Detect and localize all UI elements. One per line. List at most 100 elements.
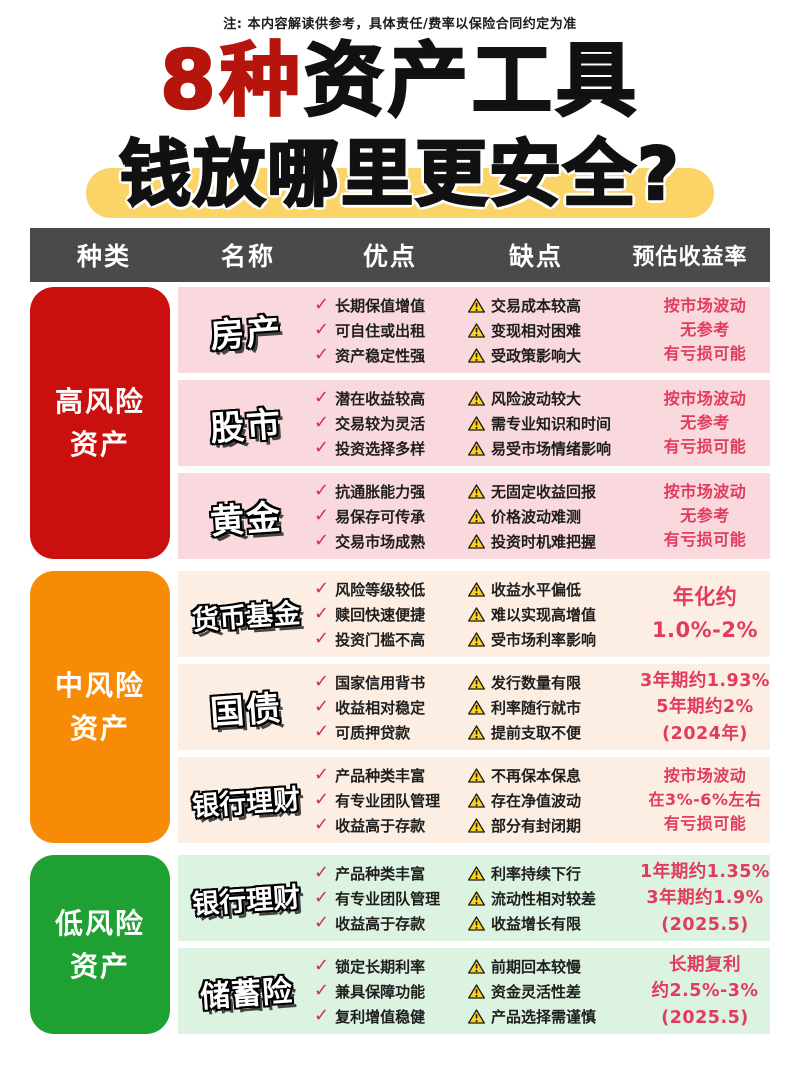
category-label-line1: 中风险: [54, 669, 145, 702]
pro-item: ✓ 资产稳定性强: [314, 344, 426, 366]
pro-item: ✓ 复利增值稳健: [314, 1005, 426, 1027]
check-icon: ✓: [314, 628, 330, 650]
pros-list: ✓ 风险等级较低 ✓ 赎回快速便捷 ✓ 投资门槛不高: [314, 579, 468, 650]
mid-risk-rows: 货币基金 ✓ 风险等级较低 ✓ 赎回快速便捷 ✓ 投资门槛不高 收益水平偏低 难以实现…: [178, 571, 770, 844]
pros-list: ✓ 国家信用背书 ✓ 收益相对稳定 ✓ 可质押贷款: [314, 672, 468, 743]
check-icon: ✓: [314, 887, 330, 909]
con-item: 资金灵活性差: [468, 981, 640, 1002]
cons-list: 交易成本较高 变现相对困难 受政策影响大: [468, 295, 640, 366]
check-icon: ✓: [314, 912, 330, 934]
con-item: 投资时机难把握: [468, 531, 640, 552]
cons-list: 不再保本保息 存在净值波动 部分有封闭期: [468, 765, 640, 836]
pro-item: ✓ 收益高于存款: [314, 814, 426, 836]
cons-list: 利率持续下行 流动性相对较差 收益增长有限: [468, 863, 640, 934]
warning-icon: [468, 793, 485, 808]
asset-name: 黄金: [208, 497, 284, 543]
section-low-risk: 低风险 资产 银行理财 ✓ 产品种类丰富 ✓ 有专业团队管理 ✓ 收益高于存款 利率持…: [30, 855, 770, 1035]
warning-icon: [468, 818, 485, 833]
con-item: 收益水平偏低: [468, 579, 640, 600]
asset-name: 房产: [208, 311, 284, 357]
pro-item: ✓ 有专业团队管理: [314, 887, 441, 909]
warning-icon: [468, 916, 485, 931]
section-mid-risk: 中风险 资产 货币基金 ✓ 风险等级较低 ✓ 赎回快速便捷 ✓ 投资门槛不高 收益水平…: [30, 571, 770, 844]
yield-cell: 长期复利 约2.5%-3% (2025.5): [651, 955, 759, 1028]
con-item: 存在净值波动: [468, 790, 640, 811]
row-gold: 黄金 ✓ 抗通胀能力强 ✓ 易保存可传承 ✓ 交易市场成熟 无固定收益回报 价格波动难…: [178, 473, 770, 560]
asset-name: 银行理财: [191, 784, 302, 823]
row-stock-market: 股市 ✓ 潜在收益较高 ✓ 交易较为灵活 ✓ 投资选择多样 风险波动较大 需专业知识和…: [178, 380, 770, 467]
asset-name: 国债: [208, 688, 284, 734]
pro-item: ✓ 易保存可传承: [314, 505, 426, 527]
pro-item: ✓ 交易市场成熟: [314, 530, 426, 552]
header-col-pros: 优点: [362, 242, 417, 272]
asset-name-cell: 储蓄险: [178, 969, 314, 1015]
category-label-line2: 资产: [69, 428, 130, 462]
warning-icon: [468, 509, 485, 524]
pros-list: ✓ 锁定长期利率 ✓ 兼具保障功能 ✓ 复利增值稳健: [314, 956, 468, 1027]
check-icon: ✓: [314, 1005, 330, 1027]
con-item: 无固定收益回报: [468, 481, 640, 502]
yield-cell: 年化约 1.0%-2%: [651, 584, 759, 643]
check-icon: ✓: [314, 530, 330, 552]
row-money-fund: 货币基金 ✓ 风险等级较低 ✓ 赎回快速便捷 ✓ 投资门槛不高 收益水平偏低 难以实现…: [178, 571, 770, 658]
check-icon: ✓: [314, 764, 330, 786]
asset-name: 货币基金: [191, 598, 302, 637]
pro-item: ✓ 可自住或出租: [314, 319, 426, 341]
pro-item: ✓ 锁定长期利率: [314, 955, 426, 977]
con-item: 受政策影响大: [468, 345, 640, 366]
warning-icon: [468, 607, 485, 622]
warning-icon: [468, 700, 485, 715]
category-label-line2: 资产: [69, 712, 130, 746]
header-col-category: 种类: [76, 242, 131, 272]
warning-icon: [468, 323, 485, 338]
check-icon: ✓: [314, 671, 330, 693]
pro-item: ✓ 潜在收益较高: [314, 387, 426, 409]
pro-item: ✓ 有专业团队管理: [314, 789, 441, 811]
pro-item: ✓ 可质押贷款: [314, 721, 411, 743]
con-item: 难以实现高增值: [468, 604, 640, 625]
warning-icon: [468, 416, 485, 431]
asset-name-cell: 银行理财: [178, 879, 314, 920]
pro-item: ✓ 交易较为灵活: [314, 412, 426, 434]
con-item: 流动性相对较差: [468, 888, 640, 909]
yield-cell: 3年期约1.93% 5年期约2% (2024年): [640, 671, 770, 744]
check-icon: ✓: [314, 480, 330, 502]
warning-icon: [468, 632, 485, 647]
con-item: 收益增长有限: [468, 913, 640, 934]
warning-icon: [468, 582, 485, 597]
cons-list: 风险波动较大 需专业知识和时间 易受市场情绪影响: [468, 388, 640, 459]
warning-icon: [468, 725, 485, 740]
cons-list: 发行数量有限 利率随行就市 提前支取不便: [468, 672, 640, 743]
check-icon: ✓: [314, 955, 330, 977]
yield-cell: 1年期约1.35% 3年期约1.9% (2025.5): [640, 862, 770, 935]
con-item: 前期回本较慢: [468, 956, 640, 977]
low-risk-rows: 银行理财 ✓ 产品种类丰富 ✓ 有专业团队管理 ✓ 收益高于存款 利率持续下行 流动性…: [178, 855, 770, 1035]
category-label-line1: 低风险: [54, 906, 145, 940]
warning-icon: [468, 484, 485, 499]
check-icon: ✓: [314, 437, 330, 459]
row-property: 房产 ✓ 长期保值增值 ✓ 可自住或出租 ✓ 资产稳定性强 交易成本较高 变现相对困难…: [178, 287, 770, 374]
warning-icon: [468, 675, 485, 690]
yield-cell: 按市场波动 无参考 有亏损可能: [663, 296, 747, 364]
warning-icon: [468, 348, 485, 363]
subtitle: 钱放哪里更安全?: [118, 131, 681, 218]
header-col-yield: 预估收益率: [632, 245, 748, 271]
pro-item: ✓ 兼具保障功能: [314, 980, 426, 1002]
pro-item: ✓ 投资门槛不高: [314, 628, 426, 650]
main-title: 8种资产工具: [0, 36, 800, 125]
warning-icon: [468, 391, 485, 406]
header-col-name: 名称: [220, 242, 275, 272]
pro-item: ✓ 收益相对稳定: [314, 696, 426, 718]
warning-icon: [468, 1009, 485, 1024]
cons-list: 无固定收益回报 价格波动难测 投资时机难把握: [468, 481, 640, 552]
row-savings-insurance: 储蓄险 ✓ 锁定长期利率 ✓ 兼具保障功能 ✓ 复利增值稳健 前期回本较慢 资金灵活性…: [178, 948, 770, 1035]
row-bank-wealth-low: 银行理财 ✓ 产品种类丰富 ✓ 有专业团队管理 ✓ 收益高于存款 利率持续下行 流动性…: [178, 855, 770, 942]
pros-list: ✓ 长期保值增值 ✓ 可自住或出租 ✓ 资产稳定性强: [314, 295, 468, 366]
yield-cell: 按市场波动 在3%-6%左右 有亏损可能: [648, 766, 762, 834]
pros-list: ✓ 产品种类丰富 ✓ 有专业团队管理 ✓ 收益高于存款: [314, 765, 468, 836]
con-item: 交易成本较高: [468, 295, 640, 316]
con-item: 易受市场情绪影响: [468, 438, 640, 459]
category-label-line2: 资产: [69, 949, 130, 983]
asset-name-cell: 货币基金: [178, 595, 314, 636]
